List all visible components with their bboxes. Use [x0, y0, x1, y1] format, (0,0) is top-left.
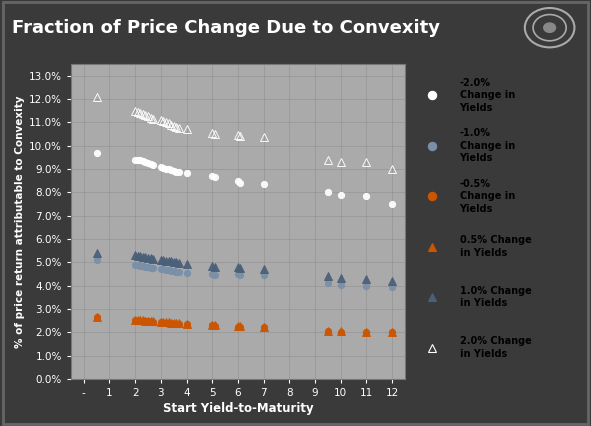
Text: 0.5% Change: 0.5% Change: [460, 236, 531, 245]
X-axis label: Start Yield-to-Maturity: Start Yield-to-Maturity: [163, 402, 313, 415]
Text: in Yields: in Yields: [460, 299, 507, 308]
Text: -1.0%: -1.0%: [460, 128, 491, 138]
Text: Change in: Change in: [460, 141, 515, 151]
Text: 1.0% Change: 1.0% Change: [460, 286, 531, 296]
Text: Yields: Yields: [460, 103, 493, 113]
Text: Change in: Change in: [460, 191, 515, 201]
Text: Yields: Yields: [460, 204, 493, 214]
Circle shape: [544, 23, 556, 32]
Text: Change in: Change in: [460, 90, 515, 101]
Text: -2.0%: -2.0%: [460, 78, 491, 88]
Text: 2.0% Change: 2.0% Change: [460, 336, 531, 346]
Text: Fraction of Price Change Due to Convexity: Fraction of Price Change Due to Convexit…: [12, 19, 440, 37]
Text: Yields: Yields: [460, 153, 493, 164]
Text: -0.5%: -0.5%: [460, 178, 491, 189]
Y-axis label: % of price return attributable to Convexity: % of price return attributable to Convex…: [15, 95, 25, 348]
Text: in Yields: in Yields: [460, 349, 507, 359]
Text: in Yields: in Yields: [460, 248, 507, 258]
